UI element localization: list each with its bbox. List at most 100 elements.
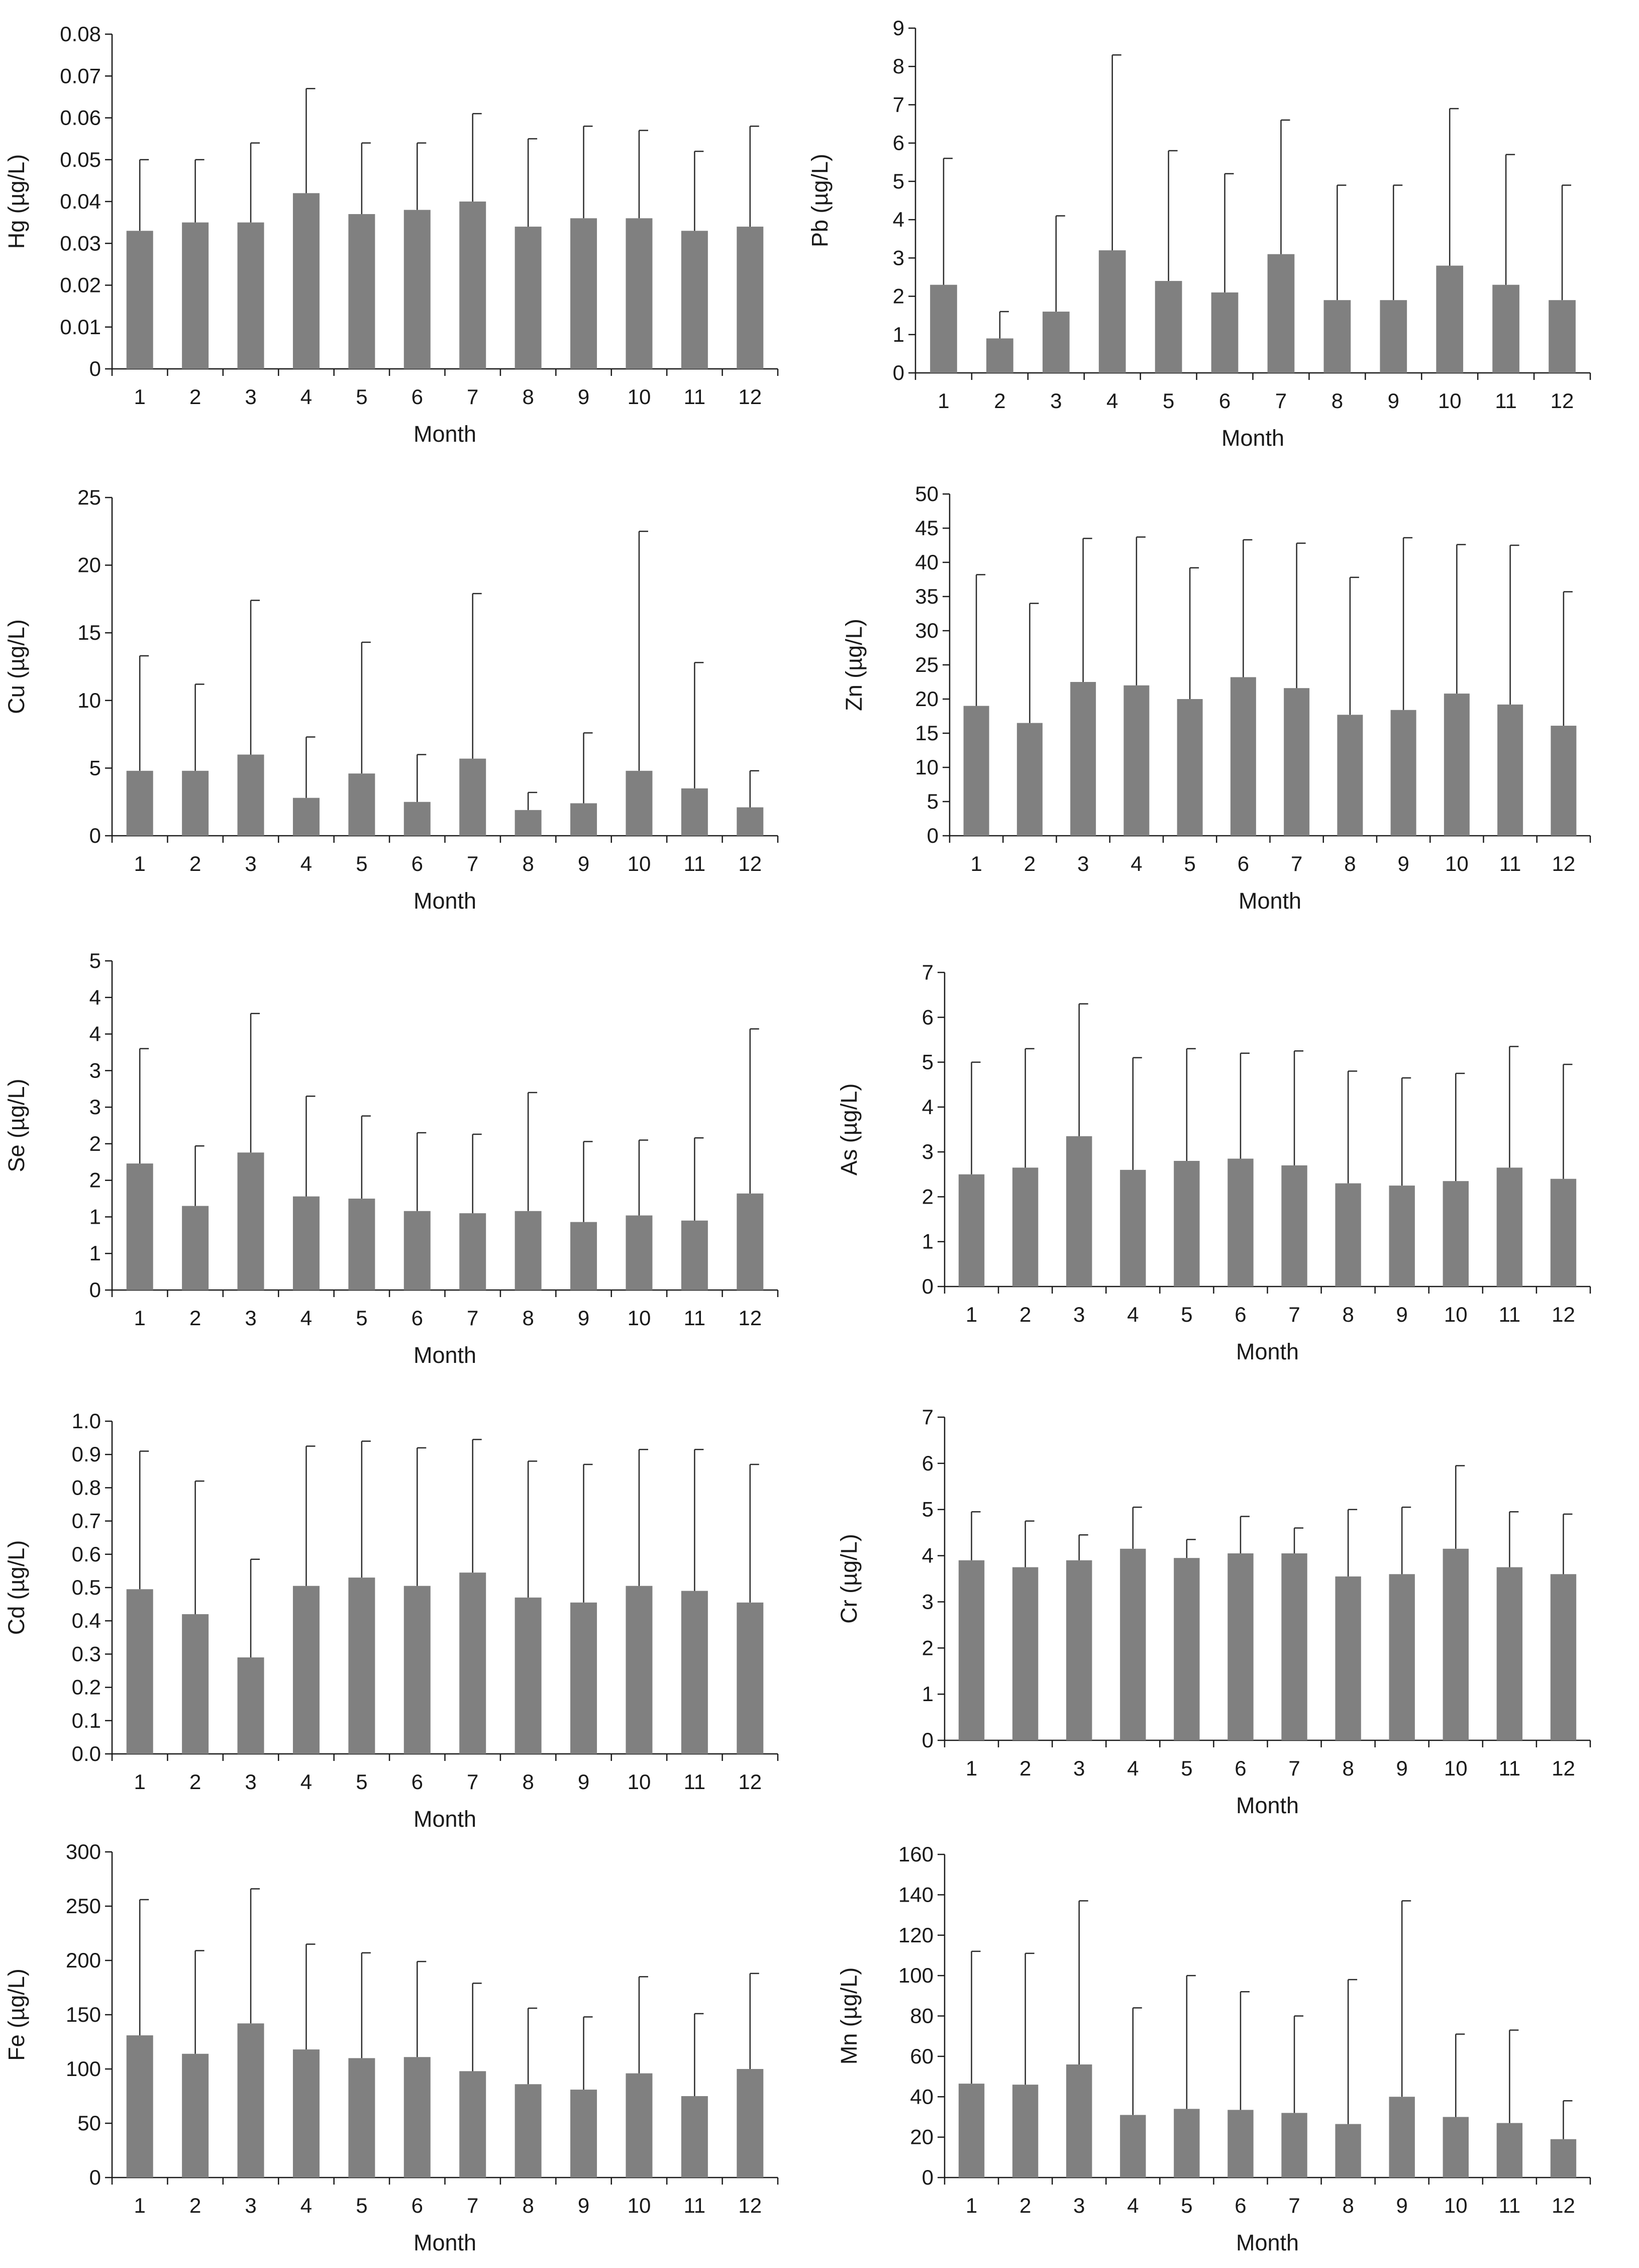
x-tick-label: 6 — [412, 1770, 423, 1794]
y-tick-label: 0.0 — [72, 1742, 101, 1765]
x-tick-label: 11 — [684, 852, 706, 875]
y-axis-title: Cu (µg/L) — [4, 619, 29, 714]
x-tick-label: 8 — [522, 385, 534, 409]
y-tick-label: 45 — [915, 516, 939, 540]
x-tick-label: 8 — [522, 1770, 534, 1794]
x-tick-label: 8 — [1342, 2194, 1354, 2217]
y-tick-label: 0 — [927, 824, 939, 847]
x-tick-label: 11 — [684, 385, 706, 409]
x-axis-title: Month — [414, 2230, 476, 2255]
y-tick-label: 8 — [893, 54, 904, 78]
bar — [126, 1163, 153, 1290]
x-tick-label: 10 — [1445, 852, 1469, 875]
bar — [1155, 281, 1182, 373]
bar — [1042, 312, 1070, 373]
bar — [1012, 1567, 1039, 1740]
bar — [737, 1602, 764, 1754]
x-tick-label: 4 — [1127, 1303, 1139, 1326]
x-tick-label: 7 — [467, 1770, 478, 1794]
bar — [1281, 1165, 1307, 1287]
x-tick-label: 5 — [1181, 1756, 1192, 1780]
y-tick-label: 0.03 — [60, 231, 101, 255]
x-tick-label: 11 — [684, 2194, 706, 2217]
y-tick-label: 0.08 — [60, 22, 101, 46]
x-tick-label: 8 — [1331, 389, 1343, 413]
y-axis-title: As (µg/L) — [836, 1083, 862, 1175]
x-tick-label: 7 — [1291, 852, 1302, 875]
bar — [126, 2035, 153, 2178]
y-tick-label: 7 — [893, 92, 904, 116]
bar — [515, 2084, 542, 2178]
x-tick-label: 9 — [1396, 1303, 1408, 1326]
y-tick-label: 80 — [910, 2004, 934, 2028]
x-tick-label: 12 — [1552, 1303, 1575, 1326]
y-tick-label: 120 — [898, 1923, 934, 1947]
y-tick-label: 2 — [89, 1132, 101, 1155]
x-axis-title: Month — [414, 421, 476, 447]
bar — [1174, 1558, 1200, 1740]
y-tick-label: 0 — [922, 1728, 934, 1752]
y-axis-title: Cr (µg/L) — [836, 1534, 862, 1623]
bar — [626, 1586, 653, 1754]
bar — [1337, 715, 1363, 836]
y-tick-label: 50 — [915, 482, 939, 506]
bar — [1550, 1574, 1577, 1740]
bar — [1389, 2097, 1415, 2178]
x-tick-label: 2 — [189, 1306, 201, 1330]
y-tick-label: 1.0 — [72, 1409, 101, 1433]
y-tick-label: 160 — [898, 1842, 934, 1866]
bar — [515, 1211, 542, 1290]
y-tick-label: 0.9 — [72, 1442, 101, 1466]
bar — [1066, 1560, 1092, 1740]
x-tick-label: 10 — [628, 2194, 651, 2217]
bar — [182, 1614, 209, 1754]
x-tick-label: 5 — [1181, 2194, 1192, 2217]
bar — [126, 770, 153, 836]
bar — [237, 754, 264, 836]
x-tick-label: 1 — [134, 385, 146, 409]
y-axis-title: Se (µg/L) — [4, 1079, 29, 1172]
y-tick-label: 5 — [927, 790, 939, 813]
x-tick-label: 2 — [994, 389, 1005, 413]
bar — [1492, 284, 1519, 373]
bar — [182, 1206, 209, 1290]
x-tick-label: 4 — [300, 385, 312, 409]
bar — [348, 1577, 375, 1754]
bar — [403, 1211, 431, 1290]
x-tick-label: 2 — [1024, 852, 1036, 875]
x-tick-label: 5 — [356, 2194, 367, 2217]
x-tick-label: 2 — [1019, 1303, 1031, 1326]
bar — [1380, 300, 1407, 373]
y-tick-label: 0.06 — [60, 106, 101, 130]
x-tick-label: 9 — [1396, 1756, 1408, 1780]
x-axis-title: Month — [1236, 1793, 1299, 1818]
bar — [1443, 2117, 1469, 2178]
bar — [626, 770, 653, 836]
bar — [1174, 1161, 1200, 1287]
x-tick-label: 11 — [1495, 389, 1517, 413]
bar — [237, 1657, 264, 1754]
y-tick-label: 0 — [922, 1274, 934, 1298]
y-tick-label: 100 — [66, 2057, 101, 2081]
bar — [626, 2073, 653, 2178]
bar — [1551, 726, 1577, 836]
x-tick-label: 9 — [1388, 389, 1399, 413]
bar — [1120, 1169, 1146, 1287]
bar — [737, 226, 764, 369]
bar — [1281, 1553, 1307, 1740]
y-tick-label: 5 — [89, 949, 101, 972]
bar — [986, 338, 1013, 373]
x-tick-label: 12 — [738, 385, 762, 409]
bar — [1443, 1548, 1469, 1740]
y-tick-label: 5 — [922, 1498, 934, 1521]
y-tick-label: 200 — [66, 1948, 101, 1972]
y-axis-title: Cd (µg/L) — [4, 1540, 29, 1635]
bar — [1016, 723, 1043, 836]
y-tick-label: 5 — [922, 1050, 934, 1074]
bar — [348, 214, 375, 369]
x-tick-label: 3 — [245, 852, 256, 875]
